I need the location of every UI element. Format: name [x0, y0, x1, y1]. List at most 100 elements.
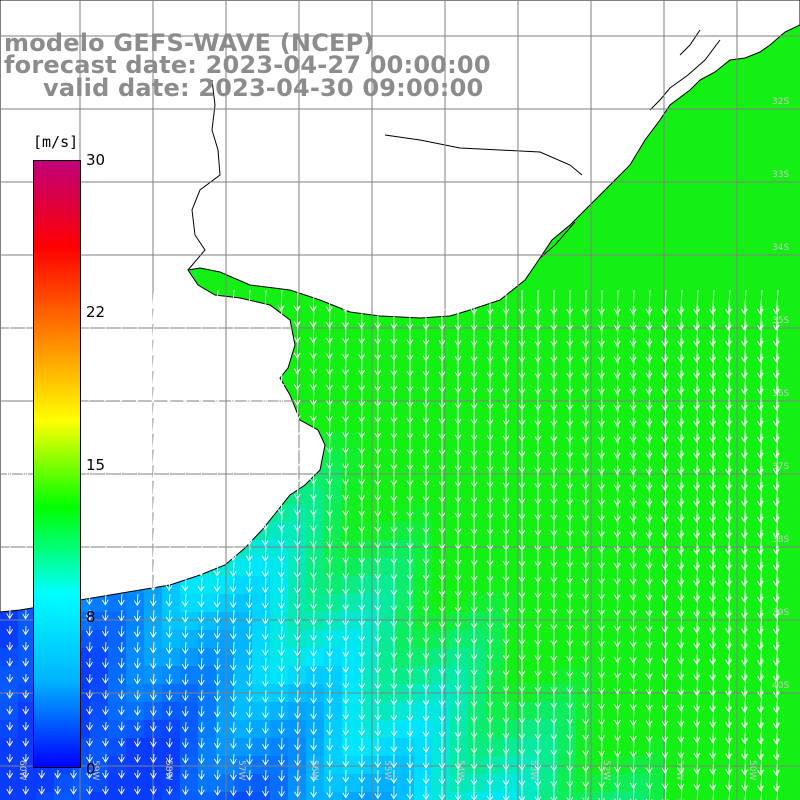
wind-arrow [6, 321, 13, 338]
wind-cell [684, 522, 702, 540]
wind-arrow [756, 497, 764, 523]
wind-cell [504, 558, 522, 576]
wind-cell [342, 720, 360, 738]
wind-cell [720, 270, 738, 288]
wind-cell [450, 594, 468, 612]
wind-arrow [101, 353, 109, 371]
wind-arrow [181, 641, 189, 655]
wind-cell [252, 630, 270, 648]
wind-arrow [197, 369, 205, 389]
wind-arrow [101, 641, 109, 653]
wind-cell [450, 486, 468, 504]
wind-cell [774, 738, 792, 756]
wind-arrow [406, 737, 414, 753]
wind-arrow [165, 561, 173, 576]
wind-arrow [22, 705, 30, 715]
wind-cell [414, 792, 432, 800]
wind-cell [738, 162, 756, 180]
wind-cell [558, 486, 576, 504]
wind-cell [432, 630, 450, 648]
wind-cell [666, 504, 684, 522]
wind-arrow [21, 289, 29, 307]
wind-arrow [182, 769, 189, 780]
wind-arrow [422, 769, 430, 785]
wind-arrow [229, 289, 237, 311]
wind-cell [558, 468, 576, 486]
wind-arrow [214, 753, 221, 765]
wind-arrow [645, 721, 653, 743]
wind-cell [540, 450, 558, 468]
wind-cell [684, 216, 702, 234]
wind-arrow [261, 417, 269, 437]
wind-arrow [677, 721, 685, 743]
wind-cell [486, 630, 504, 648]
wind-arrow [294, 769, 301, 782]
wind-cell [684, 90, 702, 108]
wind-arrow [725, 577, 732, 603]
wind-arrow [229, 577, 237, 593]
wind-cell [774, 612, 792, 630]
wind-arrow [693, 689, 701, 712]
wind-arrow [677, 529, 685, 555]
wind-arrow [165, 433, 173, 451]
wind-arrow [309, 337, 317, 360]
wind-cell [486, 342, 504, 360]
wind-cell [396, 648, 414, 666]
wind-cell [72, 792, 90, 800]
wind-arrow [422, 705, 430, 722]
wind-cell [234, 702, 252, 720]
wind-arrow [245, 625, 253, 640]
wind-arrow [374, 689, 382, 706]
wind-arrow [6, 289, 13, 306]
wind-arrow [677, 401, 685, 427]
wind-cell [684, 414, 702, 432]
wind-arrow [438, 753, 446, 770]
wind-arrow [661, 577, 669, 602]
wind-cell [774, 180, 792, 198]
wind-arrow [294, 577, 301, 594]
wind-cell [414, 702, 432, 720]
wind-cell [774, 252, 792, 270]
wind-arrow [677, 625, 685, 649]
wind-arrow [773, 705, 780, 730]
wind-cell [414, 576, 432, 594]
wind-arrow [85, 353, 93, 371]
wind-arrow [725, 497, 732, 523]
wind-arrow [181, 737, 189, 749]
wind-cell [342, 558, 360, 576]
wind-cell [234, 774, 252, 792]
wind-arrow [213, 417, 221, 436]
wind-arrow [229, 465, 237, 483]
wind-arrow [645, 289, 653, 315]
wind-cell [666, 540, 684, 558]
wind-arrow [229, 625, 237, 640]
wind-arrow [326, 673, 333, 689]
wind-cell [36, 774, 54, 792]
wind-arrow [709, 337, 716, 363]
wind-arrow [165, 497, 173, 513]
wind-arrow [326, 529, 333, 548]
wind-arrow [85, 369, 93, 386]
wind-cell [216, 792, 234, 800]
wind-cell [702, 630, 720, 648]
wind-arrow [744, 785, 747, 800]
wind-arrow [693, 433, 701, 459]
wind-cell [306, 360, 324, 378]
wind-arrow [661, 401, 669, 427]
wind-arrow [709, 353, 716, 379]
wind-cell [270, 576, 288, 594]
wind-cell [666, 738, 684, 756]
wind-arrow [261, 449, 269, 468]
wind-arrow [772, 449, 780, 475]
wind-arrow [261, 529, 269, 547]
wind-cell [252, 738, 270, 756]
wind-cell [504, 702, 522, 720]
wind-cell [648, 774, 666, 792]
wind-arrow [725, 721, 733, 744]
wind-cell [522, 756, 540, 774]
wind-cell [612, 468, 630, 486]
wind-cell [396, 702, 414, 720]
wind-arrow [470, 770, 478, 786]
wind-arrow [261, 625, 269, 641]
wind-arrow [85, 593, 93, 606]
